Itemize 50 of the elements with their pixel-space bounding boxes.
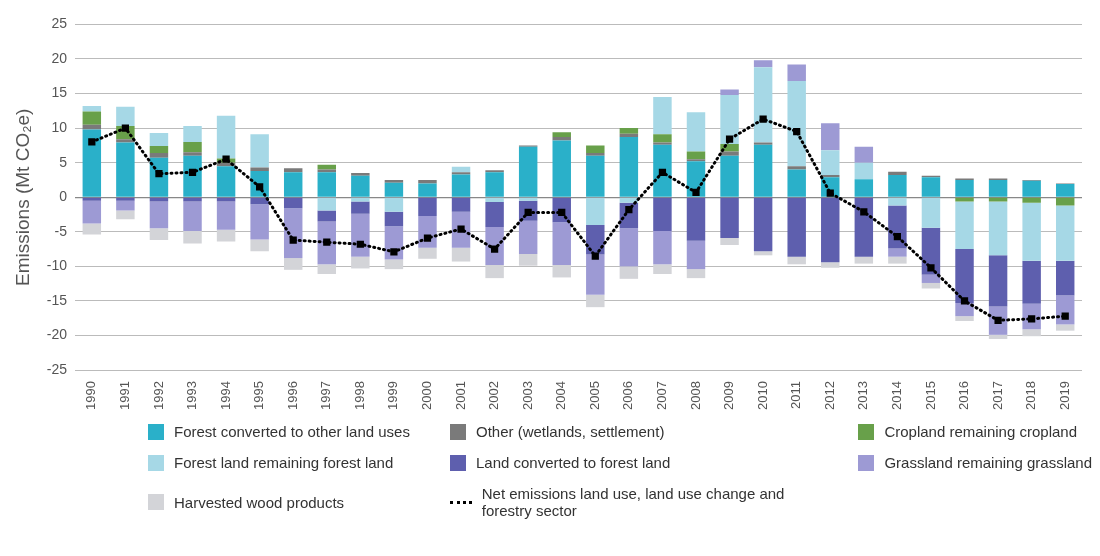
x-tick-label: 2000 <box>419 381 435 410</box>
x-tick-label: 1994 <box>217 381 233 410</box>
x-tick-label: 1996 <box>284 381 300 410</box>
y-tick-label: 25 <box>51 15 68 32</box>
y-tick-label: 0 <box>59 188 68 205</box>
y-tick-label: -10 <box>46 257 68 274</box>
x-tick-label: 2014 <box>888 381 904 410</box>
x-tick-label: 1998 <box>351 381 367 410</box>
x-tick-label: 2004 <box>553 381 569 410</box>
y-tick-label: 5 <box>59 153 68 170</box>
y-tick-label: 20 <box>51 49 68 66</box>
legend-label: Other (wetlands, settlement) <box>475 423 665 440</box>
x-tick-label: 1999 <box>385 381 401 410</box>
legend-label: Harvested wood products <box>174 493 345 511</box>
y-tick-label: -5 <box>54 222 68 239</box>
legend-label: Forest converted to other land uses <box>174 423 410 440</box>
y-axis-title: Emissions (Mt CO₂e) <box>11 108 33 286</box>
y-tick-label: 10 <box>51 118 68 135</box>
x-tick-label: 2012 <box>821 381 837 410</box>
x-tick-label: 2002 <box>486 381 502 410</box>
x-tick-label: 1991 <box>116 381 132 410</box>
x-tick-label: 2011 <box>788 381 804 410</box>
x-tick-label: 2016 <box>956 381 972 410</box>
x-tick-label: 1993 <box>184 381 200 410</box>
y-tick-label: -20 <box>46 326 68 343</box>
legend-label: Net emissions land use, land use change and forestry sector <box>481 485 786 519</box>
x-tick-label: 2005 <box>586 381 602 410</box>
y-tick-label: -15 <box>46 291 68 308</box>
y-tick-label: 15 <box>51 84 68 101</box>
x-tick-label: 2019 <box>1056 381 1072 410</box>
x-tick-label: 1997 <box>318 381 334 410</box>
legend-label: Forest land remaining forest land <box>174 454 394 471</box>
legend-label: Land converted to forest land <box>475 454 671 471</box>
legend-label: Cropland remaining cropland <box>884 423 1078 440</box>
x-tick-label: 2010 <box>754 381 770 410</box>
x-tick-label: 2013 <box>855 381 871 410</box>
x-tick-label: 1990 <box>83 381 99 410</box>
x-tick-label: 2008 <box>687 381 703 410</box>
legend-label: Grassland remaining grassland <box>884 454 1092 471</box>
x-tick-label: 1992 <box>150 381 166 410</box>
x-tick-label: 2003 <box>519 381 535 410</box>
x-tick-label: 2001 <box>452 381 468 410</box>
x-tick-label: 2009 <box>721 381 737 410</box>
x-tick-label: 1995 <box>251 381 267 410</box>
x-tick-label: 2007 <box>654 381 670 410</box>
y-tick-label: -25 <box>46 360 68 377</box>
x-tick-label: 2017 <box>989 381 1005 410</box>
x-tick-label: 2006 <box>620 381 636 410</box>
x-tick-label: 2018 <box>1023 381 1039 410</box>
x-tick-label: 2015 <box>922 381 938 410</box>
